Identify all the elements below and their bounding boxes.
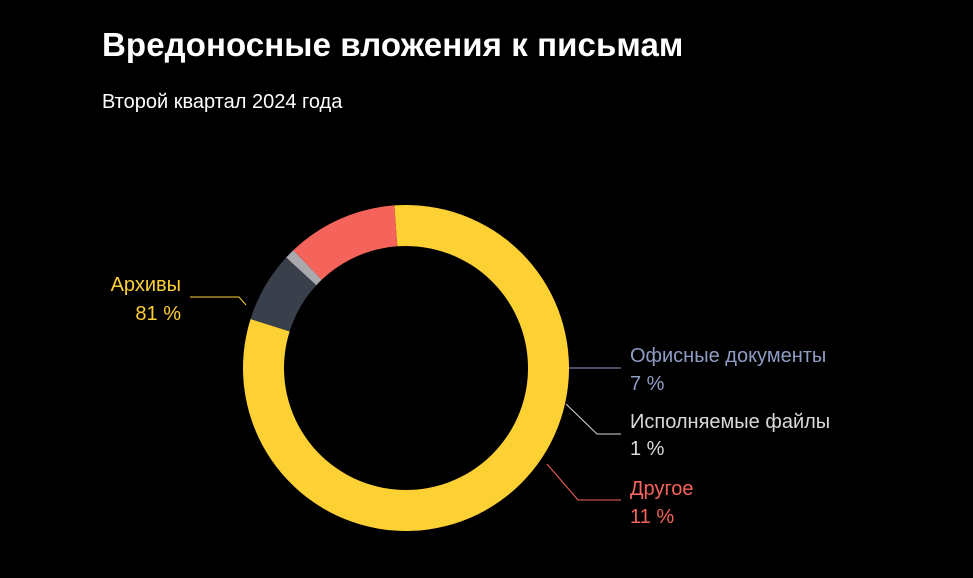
leader-lines	[190, 296, 621, 501]
donut-slices	[243, 204, 569, 531]
slice-name-label-4: Другое	[630, 478, 694, 500]
slice-labels: Архивы 81 % Офисные документы 7 % Исполняемы…	[111, 274, 831, 528]
slice-value-label-2: 7 %	[630, 373, 665, 395]
slice-value-label-1: 81 %	[135, 303, 181, 325]
donut-slice-2	[250, 257, 317, 332]
leader-line-1	[190, 296, 247, 306]
slice-name-label-2: Офисные документы	[630, 345, 826, 367]
chart-title: Вредоносные вложения к письмам	[102, 26, 684, 63]
leader-line-4	[546, 463, 621, 501]
slice-value-label-3: 1 %	[630, 438, 665, 460]
slice-value-label-4: 11 %	[630, 506, 674, 528]
donut-slice-4	[293, 205, 398, 280]
leader-line-3	[565, 403, 621, 435]
donut-slice-3	[286, 250, 322, 286]
slice-name-label-1: Архивы	[111, 274, 181, 296]
slice-name-label-3: Исполняемые файлы	[630, 411, 830, 433]
chart-subtitle: Второй квартал 2024 года	[102, 91, 343, 113]
